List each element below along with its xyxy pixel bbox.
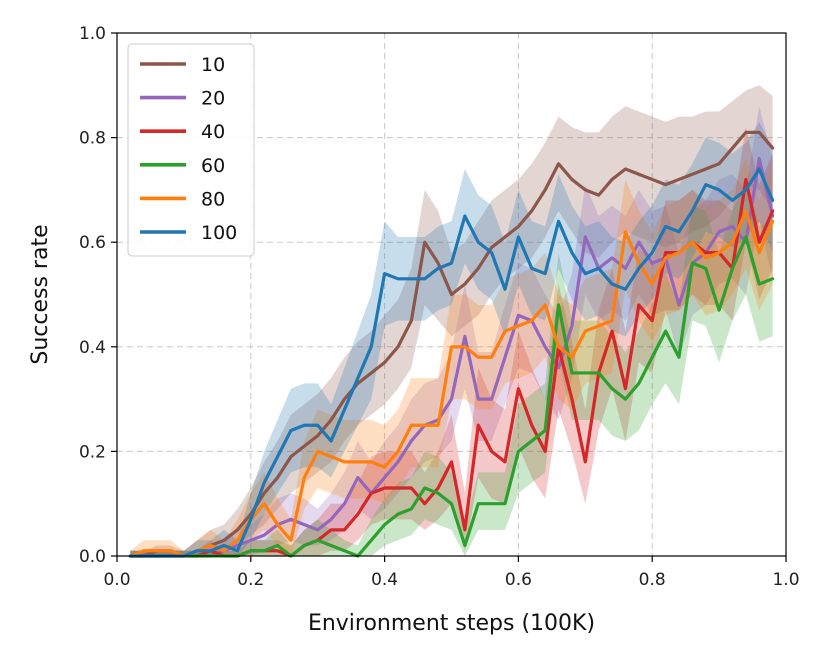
line-series-100 [128,167,775,558]
y-tick-label: 0.6 [79,233,106,253]
y-tick-label: 0.4 [79,338,106,358]
legend-label-80: 80 [201,188,225,210]
y-tick-label: 0.0 [79,547,106,567]
y-tick-label: 1.0 [79,24,106,44]
x-tick-label: 1.0 [772,570,799,590]
y-tick-label: 0.2 [79,442,106,462]
line-series-10 [128,130,775,558]
x-tick-label: 0.4 [371,570,398,590]
x-tick-label: 0.2 [237,570,264,590]
band-series-10 [130,85,773,557]
band-series-40 [130,127,773,556]
y-axis-label: Success rate [28,224,53,364]
band-series-100 [130,121,773,556]
legend-label-40: 40 [201,121,225,143]
band-series-20 [130,106,773,556]
legend-label-60: 60 [201,155,225,177]
x-tick-label: 0.0 [103,570,130,590]
plot-frame [116,32,787,557]
legend-label-20: 20 [201,88,225,110]
legend-label-100: 100 [201,222,237,244]
y-tick-label: 0.8 [79,129,106,149]
band-series-60 [130,179,773,556]
x-tick-label: 0.8 [639,570,666,590]
legend-label-10: 10 [201,54,225,76]
x-axis-label: Environment steps (100K) [308,611,595,636]
band-series-80 [130,158,773,556]
line-series-80 [128,209,775,558]
confidence-bands [130,85,773,557]
grid [117,33,786,556]
legend: 10 20 40 60 80 100 [127,43,255,257]
x-tick-label: 0.6 [505,570,532,590]
axis-ticks: 0.0 0.2 0.4 0.6 0.8 1.0 0.0 0.2 0.4 0.6 0.8 1.0 [79,24,800,590]
